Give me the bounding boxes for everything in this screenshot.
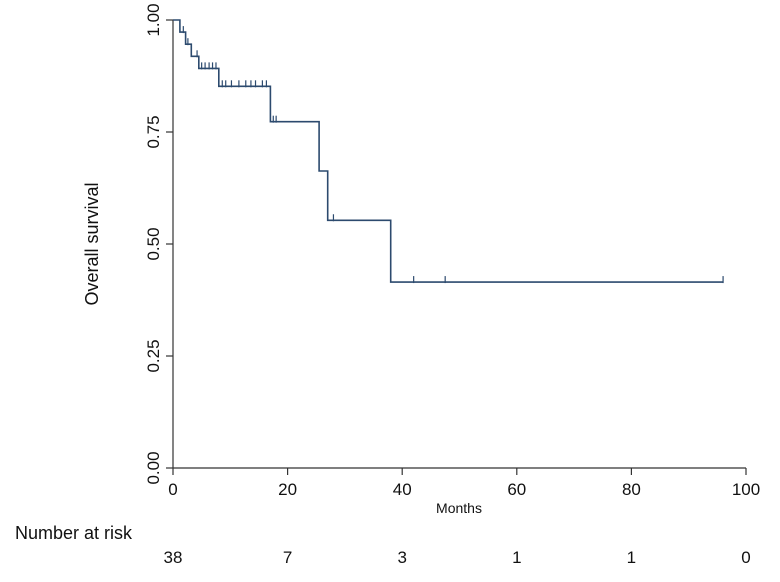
y-tick-label: 0.00 <box>144 451 163 484</box>
censor-marks <box>182 26 724 284</box>
y-tick-label: 0.75 <box>144 115 163 148</box>
x-tick-label: 100 <box>732 480 760 499</box>
x-tick-label: 0 <box>168 480 177 499</box>
x-tick-label: 60 <box>507 480 526 499</box>
y-tick-label: 1.00 <box>144 3 163 36</box>
risk-table: 38 7 3 1 1 0 <box>164 548 751 567</box>
y-axis-title: Overall survival <box>82 182 102 305</box>
survival-curve <box>173 19 724 283</box>
risk-table-title: Number at risk <box>15 523 133 543</box>
risk-count: 1 <box>512 548 521 567</box>
x-tick-label: 80 <box>622 480 641 499</box>
risk-count: 38 <box>164 548 183 567</box>
x-axis-title: Months <box>436 500 482 516</box>
y-ticks: 0.00 0.25 0.50 0.75 1.00 <box>144 3 173 485</box>
x-ticks: 0 20 40 60 80 100 <box>168 468 760 499</box>
risk-count: 0 <box>741 548 750 567</box>
x-tick-label: 20 <box>278 480 297 499</box>
risk-count: 7 <box>283 548 292 567</box>
x-tick-label: 40 <box>393 480 412 499</box>
curve-layer <box>173 19 724 283</box>
risk-count: 1 <box>627 548 636 567</box>
y-tick-label: 0.50 <box>144 227 163 260</box>
plot-axes <box>172 20 746 469</box>
y-tick-label: 0.25 <box>144 339 163 372</box>
risk-count: 3 <box>397 548 406 567</box>
